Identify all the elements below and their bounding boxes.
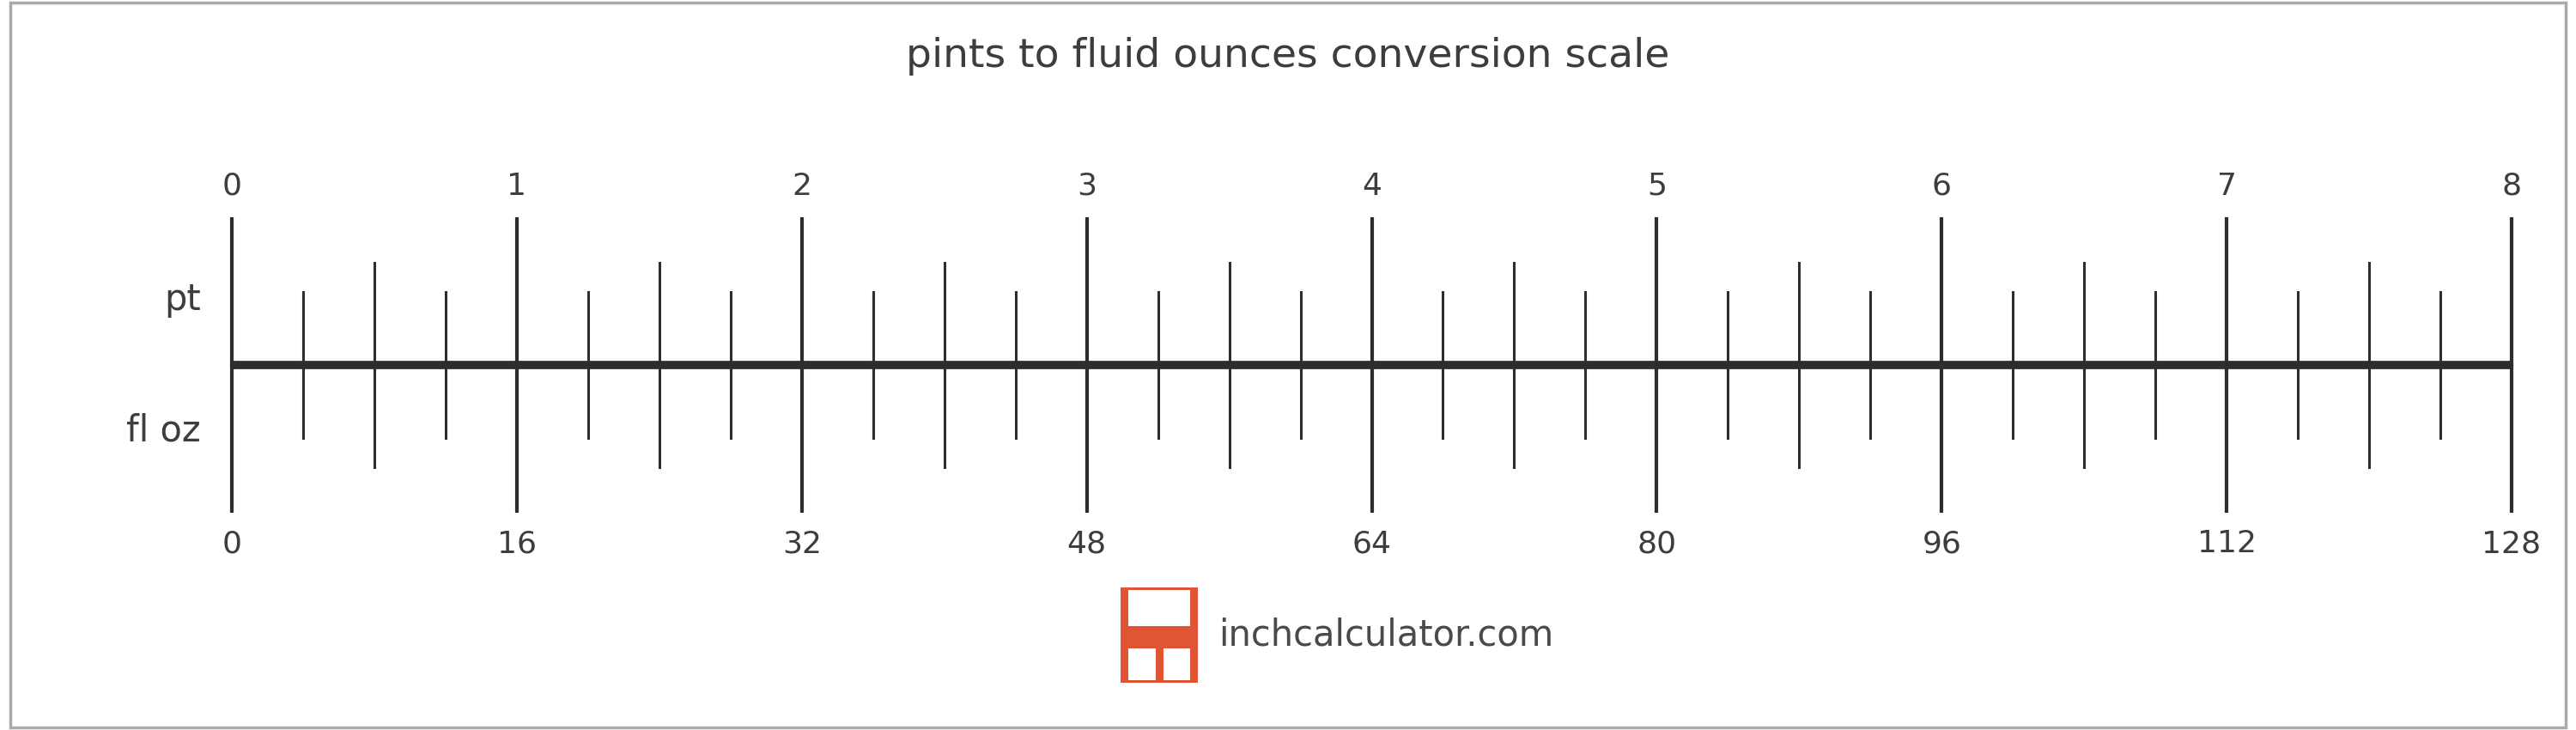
Text: 96: 96	[1922, 529, 1960, 558]
FancyBboxPatch shape	[1164, 648, 1190, 680]
Text: 112: 112	[2197, 529, 2257, 558]
FancyBboxPatch shape	[1128, 648, 1154, 680]
Text: 6: 6	[1932, 172, 1953, 201]
Text: 1: 1	[507, 172, 526, 201]
Text: 8: 8	[2501, 172, 2522, 201]
Text: 7: 7	[2218, 172, 2236, 201]
Text: 128: 128	[2481, 529, 2543, 558]
Text: 0: 0	[222, 172, 242, 201]
Text: 48: 48	[1066, 529, 1108, 558]
FancyBboxPatch shape	[1128, 590, 1190, 626]
Text: pints to fluid ounces conversion scale: pints to fluid ounces conversion scale	[907, 36, 1669, 75]
Text: 0: 0	[222, 529, 242, 558]
Text: 2: 2	[791, 172, 811, 201]
Text: 64: 64	[1352, 529, 1391, 558]
Text: 5: 5	[1646, 172, 1667, 201]
Text: pt: pt	[165, 281, 201, 318]
Text: 16: 16	[497, 529, 536, 558]
Text: fl oz: fl oz	[126, 412, 201, 449]
Text: 32: 32	[783, 529, 822, 558]
FancyBboxPatch shape	[1121, 588, 1198, 683]
Text: 80: 80	[1636, 529, 1677, 558]
Text: 4: 4	[1363, 172, 1381, 201]
Text: 3: 3	[1077, 172, 1097, 201]
Text: inchcalculator.com: inchcalculator.com	[1218, 617, 1553, 653]
